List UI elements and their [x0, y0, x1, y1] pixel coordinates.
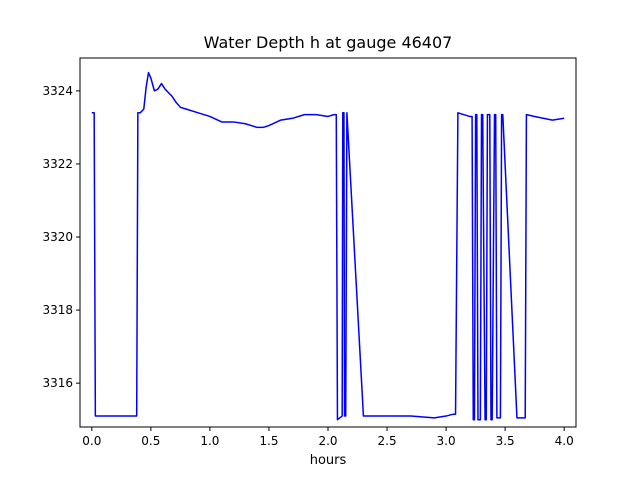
series-line [91, 71, 565, 421]
y-tick-label: 3320 [42, 230, 73, 244]
y-axis-ticks: 3316 3318 3320 3322 3324 [42, 84, 80, 390]
y-tick-label: 3318 [42, 303, 73, 317]
series-group [91, 71, 565, 421]
y-tick-label: 3316 [42, 376, 73, 390]
x-tick-label: 0.0 [82, 434, 101, 448]
x-tick-label: 1.0 [200, 434, 219, 448]
x-tick-label: 3.5 [496, 434, 515, 448]
x-tick-label: 4.0 [555, 434, 574, 448]
x-axis-label: hours [309, 453, 347, 468]
y-tick-label: 3322 [42, 157, 73, 171]
chart-title: Water Depth h at gauge 46407 [203, 33, 453, 52]
x-tick-label: 2.0 [318, 434, 337, 448]
x-tick-label: 2.5 [378, 434, 397, 448]
x-tick-label: 0.5 [141, 434, 160, 448]
y-tick-label: 3324 [42, 84, 73, 98]
x-tick-label: 3.0 [437, 434, 456, 448]
x-tick-label: 1.5 [259, 434, 278, 448]
x-axis-ticks: 0.0 0.5 1.0 1.5 2.0 2.5 3.0 3.5 4.0 [82, 427, 574, 448]
